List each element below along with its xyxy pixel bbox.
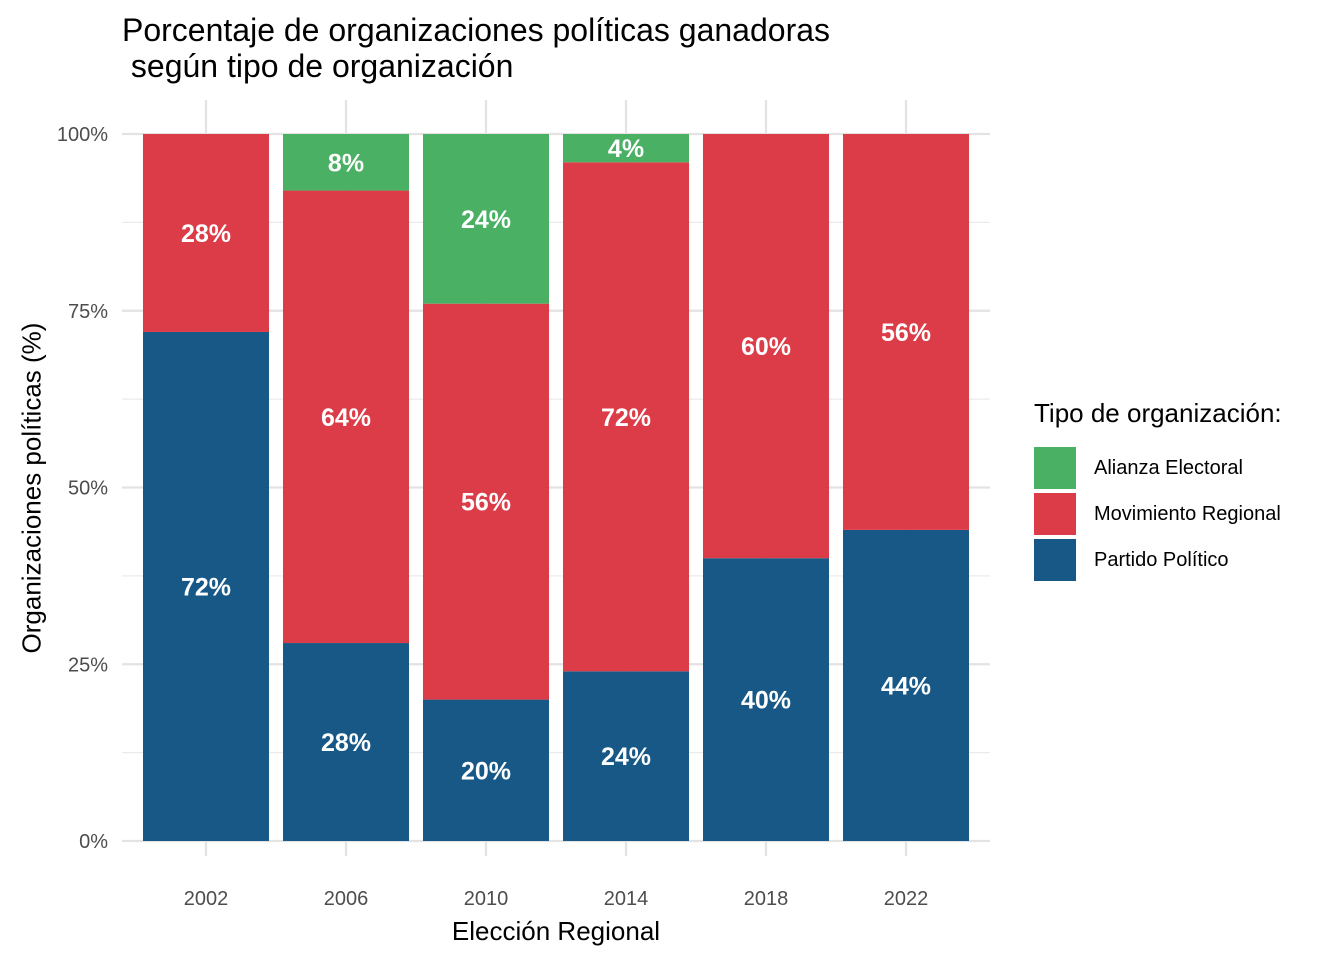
legend-swatch-alianza-electoral — [1034, 447, 1076, 489]
chart-title-line-2: según tipo de organización — [122, 48, 514, 84]
data-label-partido-politico-2014: 24% — [601, 743, 651, 771]
bar-movimiento-regional-2006 — [283, 190, 409, 644]
bar-partido-politico-2010 — [423, 699, 549, 841]
data-label-alianza-electoral-2014: 4% — [608, 135, 644, 163]
x-tick-label: 2022 — [884, 888, 929, 910]
bar-alianza-electoral-2014 — [563, 134, 689, 163]
data-label-movimiento-regional-2014: 72% — [601, 404, 651, 432]
y-tick-label: 50% — [68, 478, 108, 500]
data-label-partido-politico-2022: 44% — [881, 672, 931, 700]
x-tick-label: 2014 — [604, 888, 649, 910]
bar-partido-politico-2006 — [283, 643, 409, 841]
legend-item-movimiento-regional: Movimiento Regional — [1034, 491, 1282, 537]
data-label-partido-politico-2002: 72% — [181, 573, 231, 601]
legend: Tipo de organización: Alianza Electoral … — [1034, 398, 1282, 583]
y-tick-label: 75% — [68, 301, 108, 323]
y-tick-label: 25% — [68, 654, 108, 676]
legend-swatch-partido-politico — [1034, 539, 1076, 581]
bar-partido-politico-2002 — [143, 331, 269, 841]
data-label-partido-politico-2006: 28% — [321, 729, 371, 757]
data-label-partido-politico-2018: 40% — [741, 687, 791, 715]
x-tick-label: 2002 — [184, 888, 229, 910]
bar-partido-politico-2018 — [703, 558, 829, 841]
data-label-movimiento-regional-2022: 56% — [881, 319, 931, 347]
legend-label-alianza-electoral: Alianza Electoral — [1094, 456, 1243, 479]
y-tick-label: 0% — [79, 831, 108, 853]
bar-movimiento-regional-2002 — [143, 134, 269, 332]
bar-movimiento-regional-2010 — [423, 303, 549, 700]
bar-partido-politico-2022 — [843, 529, 969, 841]
data-label-alianza-electoral-2006: 8% — [328, 149, 364, 177]
x-tick-label: 2018 — [744, 888, 789, 910]
x-tick-label: 2006 — [324, 888, 369, 910]
legend-item-partido-politico: Partido Político — [1034, 537, 1282, 583]
legend-title: Tipo de organización: — [1034, 398, 1282, 428]
x-axis-title: Elección Regional — [451, 916, 661, 946]
chart-title-line-1: Porcentaje de organizaciones políticas g… — [122, 12, 831, 48]
data-label-movimiento-regional-2010: 56% — [461, 489, 511, 517]
y-axis-title: Organizaciones políticas (%) — [16, 322, 47, 654]
legend-label-movimiento-regional: Movimiento Regional — [1094, 502, 1281, 525]
bar-alianza-electoral-2010 — [423, 134, 549, 304]
bar-movimiento-regional-2014 — [563, 162, 689, 672]
bar-alianza-electoral-2006 — [283, 134, 409, 191]
data-label-movimiento-regional-2018: 60% — [741, 333, 791, 361]
y-tick-label: 100% — [57, 124, 108, 146]
legend-label-partido-politico: Partido Político — [1094, 548, 1229, 571]
bar-movimiento-regional-2018 — [703, 134, 829, 559]
data-label-movimiento-regional-2002: 28% — [181, 220, 231, 248]
bar-movimiento-regional-2022 — [843, 134, 969, 530]
data-label-movimiento-regional-2006: 64% — [321, 404, 371, 432]
data-label-partido-politico-2010: 20% — [461, 757, 511, 785]
legend-swatch-movimiento-regional — [1034, 493, 1076, 535]
bar-partido-politico-2014 — [563, 671, 689, 841]
legend-item-alianza-electoral: Alianza Electoral — [1034, 445, 1282, 491]
data-label-alianza-electoral-2010: 24% — [461, 206, 511, 234]
x-tick-label: 2010 — [464, 888, 509, 910]
